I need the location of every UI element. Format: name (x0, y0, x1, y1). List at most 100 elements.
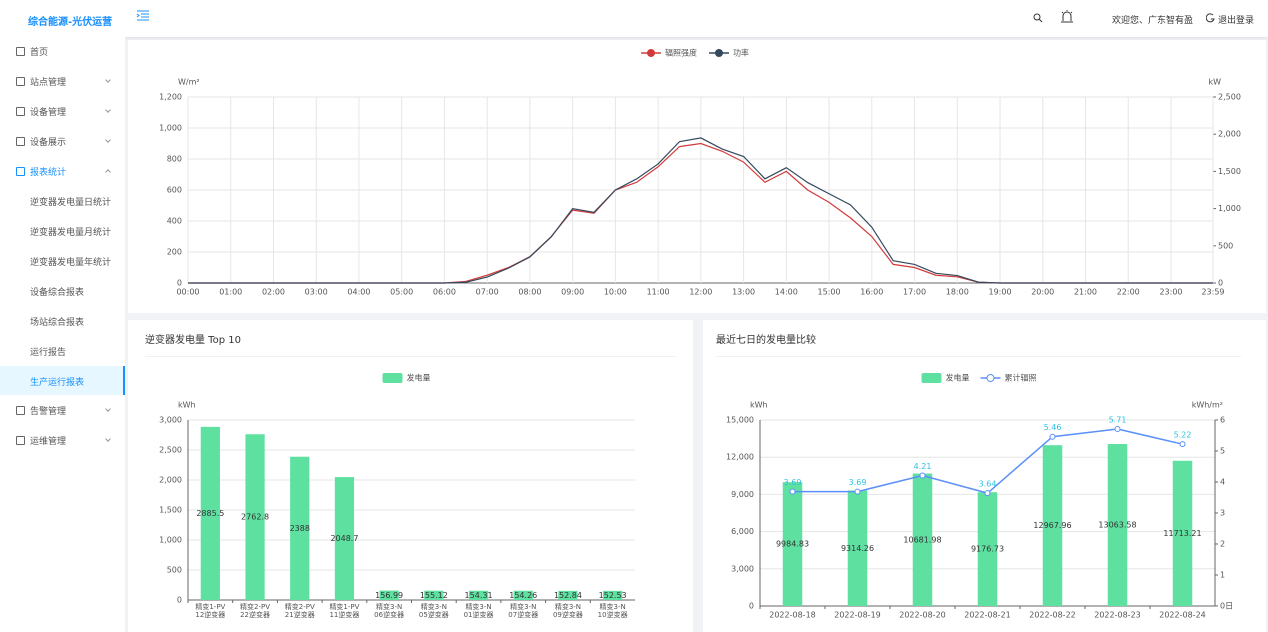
x-tick-label: 精变1-PV11逆变器 (329, 603, 360, 619)
menu-icon (16, 436, 25, 445)
y-tick-label: 0 (177, 279, 182, 288)
bar-label: 154.31 (465, 591, 493, 600)
x-tick-label: 2022-08-18 (769, 611, 816, 620)
point-label: 5.46 (1044, 423, 1062, 432)
brand: 综合能源-光伏运营 (28, 17, 113, 28)
y-tick-label: 1,000 (159, 536, 182, 545)
y2-tick-label: 2,000 (1218, 130, 1241, 139)
bar (334, 477, 355, 600)
submenu-item[interactable]: 逆变器发电量年统计 (30, 258, 112, 268)
y-tick-label: 600 (167, 186, 182, 195)
line-point (1114, 425, 1121, 432)
x-tick-label: 2022-08-24 (1159, 611, 1206, 620)
bar (424, 590, 444, 600)
y-tick-label: 1,500 (159, 506, 182, 515)
search-icon[interactable] (1033, 13, 1043, 23)
bar (912, 473, 933, 606)
x-tick-label: 21:00 (1074, 288, 1097, 297)
point-label: 4.21 (914, 462, 932, 471)
x-tick-label: 精变3-N09逆变器 (552, 603, 583, 619)
top10-card (128, 320, 693, 632)
menu-icon (16, 47, 25, 56)
x-tick-label: 11:00 (647, 288, 670, 297)
legend-label: 辐照强度 (665, 48, 697, 58)
point-label: 3.69 (849, 478, 867, 487)
legend-label: 累计辐照 (1005, 373, 1037, 383)
menu-item[interactable]: 站点管理 (30, 78, 67, 88)
y-tick-label: 1,000 (159, 124, 182, 133)
legend-swatch (921, 373, 942, 383)
x-tick-label: 14:00 (775, 288, 798, 297)
card-title: 最近七日的发电量比较 (716, 335, 816, 346)
y-axis-unit: W/m² (178, 78, 200, 87)
bar-label: 10681.98 (903, 535, 941, 544)
logout-icon[interactable] (1206, 13, 1216, 23)
x-tick-label: 2022-08-23 (1094, 611, 1141, 620)
x-tick-label: 精变3-N01逆变器 (463, 603, 494, 619)
menu-icon (16, 167, 25, 176)
bar (245, 434, 265, 600)
line-point (919, 472, 926, 479)
x-tick-label: 精变3-N10逆变器 (597, 603, 628, 619)
x-tick-label: 00:00 (176, 288, 199, 297)
bar-label: 155.12 (420, 591, 448, 600)
series-line (188, 137, 1213, 284)
welcome: 欢迎您、广东智有盈 (1112, 16, 1194, 26)
line-point (1179, 441, 1186, 448)
x-tick-label: 16:00 (860, 288, 883, 297)
y-tick-label: 0 (177, 596, 182, 605)
y2-axis-unit: kW (1208, 78, 1221, 87)
point-label: 5.22 (1174, 431, 1192, 440)
bar (558, 590, 578, 600)
x-tick-label: 2022-08-21 (964, 611, 1011, 620)
bar (468, 590, 489, 600)
menu-item[interactable]: 报表统计 (30, 168, 67, 178)
x-tick-label: 23:00 (1159, 288, 1182, 297)
legend-swatch (715, 49, 723, 57)
submenu-item[interactable]: 运行报告 (30, 348, 67, 358)
bar-label: 152.53 (599, 591, 627, 600)
menu-item[interactable]: 首页 (30, 48, 49, 58)
x-tick-label: 10:00 (604, 288, 627, 297)
x-tick-label: 04:00 (347, 288, 370, 297)
menu-icon (16, 406, 25, 415)
submenu-item[interactable]: 逆变器发电量月统计 (30, 228, 112, 238)
card-title: 逆变器发电量 Top 10 (145, 335, 241, 346)
x-tick-label: 20:00 (1031, 288, 1054, 297)
submenu-item[interactable]: 逆变器发电量日统计 (30, 198, 112, 208)
submenu-item[interactable]: 场站综合报表 (30, 318, 85, 328)
menu-item[interactable]: 设备展示 (30, 138, 67, 148)
x-tick-label: 05:00 (390, 288, 413, 297)
bar (379, 590, 399, 600)
legend-swatch (647, 49, 655, 57)
submenu-item[interactable]: 生产运行报表 (30, 378, 85, 388)
x-tick-label: 精变3-N05逆变器 (418, 603, 449, 619)
line-point (854, 488, 861, 495)
y2-tick-label: 0日 (1220, 602, 1233, 611)
y-tick-label: 9,000 (731, 490, 754, 499)
y2-tick-label: 5 (1220, 447, 1225, 456)
bar (513, 590, 533, 600)
x-tick-label: 01:00 (219, 288, 242, 297)
submenu-item[interactable]: 设备综合报表 (30, 288, 85, 298)
divider (716, 356, 1241, 357)
menu-toggle[interactable] (136, 10, 150, 22)
bar (847, 490, 868, 606)
menu-item[interactable]: 运维管理 (30, 437, 67, 447)
line-point (984, 490, 991, 497)
point-label: 5.71 (1109, 415, 1127, 424)
logout[interactable]: 退出登录 (1218, 16, 1255, 26)
y-tick-label: 500 (167, 566, 182, 575)
y2-tick-label: 1 (1220, 571, 1225, 580)
x-tick-label: 23:59 (1201, 288, 1224, 297)
x-tick-label: 22:00 (1117, 288, 1140, 297)
x-tick-label: 2022-08-20 (899, 611, 946, 620)
menu-item[interactable]: 设备管理 (30, 108, 67, 118)
y2-tick-label: 2 (1220, 540, 1225, 549)
alarm-icon[interactable] (1060, 9, 1074, 24)
menu-item[interactable]: 告警管理 (30, 407, 67, 417)
top-bar (0, 0, 1268, 37)
x-tick-label: 精变3-N07逆变器 (508, 603, 539, 619)
x-tick-label: 02:00 (262, 288, 285, 297)
